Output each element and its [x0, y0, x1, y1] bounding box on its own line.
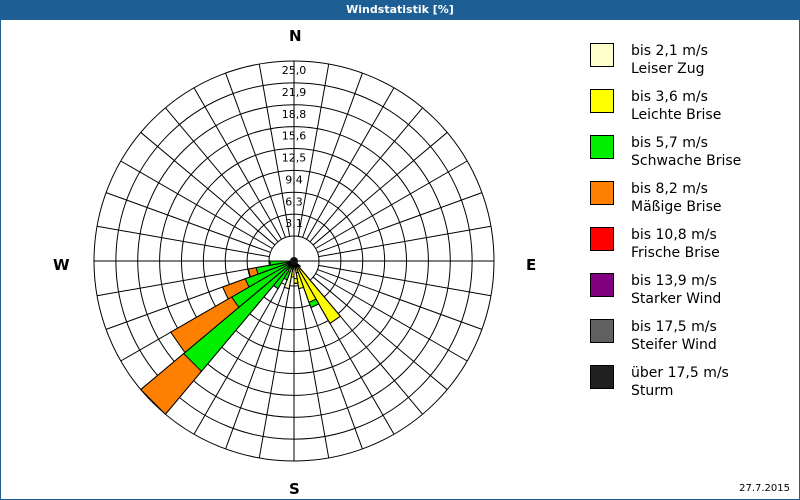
compass-west-label: W	[53, 256, 70, 274]
legend-label: Leichte Brise	[631, 107, 722, 123]
date-stamp: 27.7.2015	[739, 483, 790, 494]
radial-tick-label: 12,5	[282, 152, 307, 165]
legend-label: Schwache Brise	[631, 153, 742, 169]
legend-speed: bis 13,9 m/s	[631, 273, 717, 289]
legend-speed: über 17,5 m/s	[631, 365, 729, 381]
legend-label: Steifer Wind	[631, 337, 717, 353]
radial-tick-label: 15,6	[282, 130, 307, 143]
compass-north-label: N	[289, 27, 302, 45]
legend-label: Sturm	[631, 383, 674, 399]
radial-tick-label: 18,8	[282, 108, 307, 121]
compass-east-label: E	[526, 256, 537, 274]
legend-swatch	[590, 319, 614, 343]
legend-swatch	[590, 181, 614, 205]
legend-label: Leiser Zug	[631, 61, 705, 77]
radial-tick-label: 3,1	[285, 217, 303, 230]
compass-south-label: S	[289, 480, 300, 498]
legend-speed: bis 2,1 m/s	[631, 43, 708, 59]
legend-label: Frische Brise	[631, 245, 720, 261]
radial-tick-label: 25,0	[282, 64, 307, 77]
radial-tick-label: 9,4	[285, 173, 303, 186]
legend-label: Mäßige Brise	[631, 199, 722, 215]
legend-swatch	[590, 43, 614, 67]
legend-speed: bis 5,7 m/s	[631, 135, 708, 151]
legend-speed: bis 17,5 m/s	[631, 319, 717, 335]
legend-label: Starker Wind	[631, 291, 722, 307]
legend-swatch	[590, 365, 614, 389]
legend-swatch	[590, 89, 614, 113]
window-title: Windstatistik [%]	[0, 0, 800, 20]
radial-tick-label: 21,9	[282, 86, 307, 99]
legend-swatch	[590, 135, 614, 159]
legend-speed: bis 8,2 m/s	[631, 181, 708, 197]
radial-tick-label: 6,3	[285, 195, 303, 208]
legend-swatch	[590, 227, 614, 251]
wind-sector	[269, 260, 295, 266]
legend-speed: bis 3,6 m/s	[631, 89, 708, 105]
legend-swatch	[590, 273, 614, 297]
legend-speed: bis 10,8 m/s	[631, 227, 717, 243]
